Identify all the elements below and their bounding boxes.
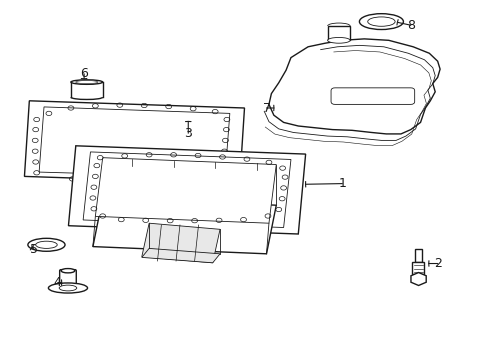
Ellipse shape xyxy=(359,14,403,30)
Polygon shape xyxy=(83,152,290,228)
Ellipse shape xyxy=(76,81,98,84)
Polygon shape xyxy=(142,223,220,263)
Text: 2: 2 xyxy=(433,257,441,270)
Text: 1: 1 xyxy=(338,177,346,190)
Polygon shape xyxy=(95,158,276,223)
Ellipse shape xyxy=(28,238,65,251)
Ellipse shape xyxy=(61,269,75,273)
Text: 6: 6 xyxy=(80,67,88,80)
Ellipse shape xyxy=(327,37,349,43)
Polygon shape xyxy=(414,249,422,262)
Text: 5: 5 xyxy=(30,243,38,256)
Ellipse shape xyxy=(367,17,394,26)
Text: 7: 7 xyxy=(262,102,270,114)
Ellipse shape xyxy=(48,283,87,293)
Polygon shape xyxy=(411,262,424,274)
Polygon shape xyxy=(142,248,220,263)
Ellipse shape xyxy=(36,241,57,248)
Polygon shape xyxy=(268,39,439,134)
Text: 3: 3 xyxy=(184,127,192,140)
Polygon shape xyxy=(68,146,305,234)
Ellipse shape xyxy=(59,285,77,291)
Text: 8: 8 xyxy=(406,19,414,32)
Text: 4: 4 xyxy=(54,276,61,289)
FancyBboxPatch shape xyxy=(60,270,76,289)
Ellipse shape xyxy=(71,80,102,84)
Polygon shape xyxy=(93,198,276,254)
Polygon shape xyxy=(327,26,349,40)
Polygon shape xyxy=(410,273,426,285)
FancyBboxPatch shape xyxy=(330,88,414,104)
Polygon shape xyxy=(24,101,244,184)
